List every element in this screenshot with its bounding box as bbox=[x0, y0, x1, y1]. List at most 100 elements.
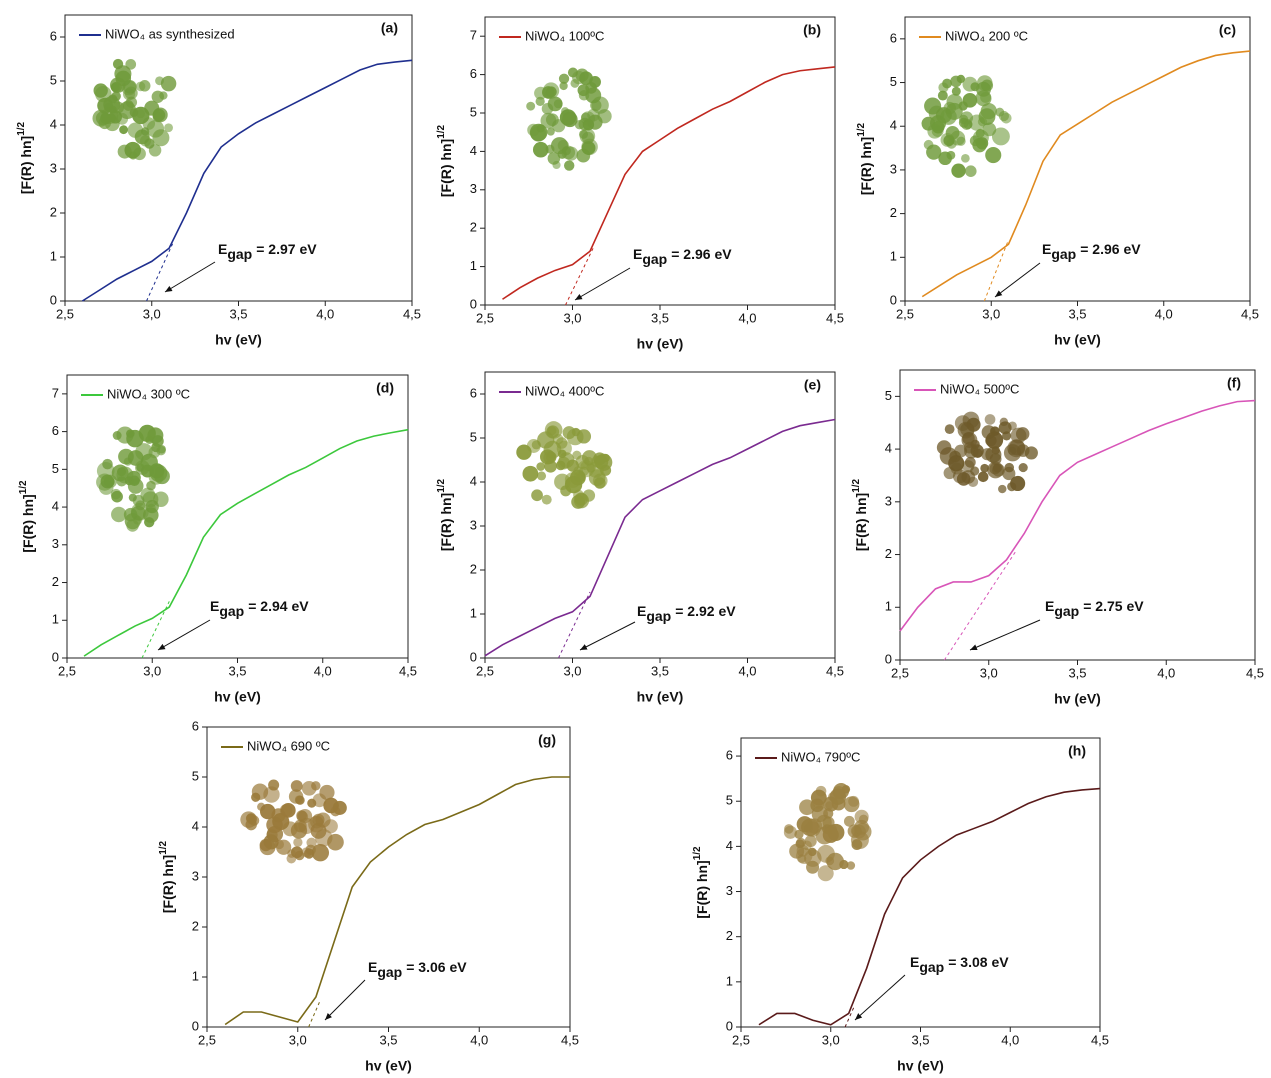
sample-photo-grain bbox=[301, 847, 312, 858]
x-tick-label: 3,5 bbox=[1068, 665, 1086, 680]
y-axis-label-main: [F(R) hn] bbox=[438, 139, 454, 197]
y-tick-label: 0 bbox=[726, 1018, 733, 1033]
y-tick-label: 5 bbox=[50, 72, 57, 87]
y-tick-label: 3 bbox=[890, 161, 897, 176]
sample-photo-grain bbox=[124, 513, 141, 530]
y-axis-label-exponent: 1/2 bbox=[856, 122, 867, 136]
sample-photo-grain bbox=[954, 444, 968, 458]
sample-photo-grain bbox=[1024, 446, 1038, 460]
sample-photo-grain bbox=[960, 111, 974, 125]
sample-photo-grain bbox=[543, 451, 557, 464]
sample-photo-grain bbox=[980, 102, 997, 120]
sample-photo-grain bbox=[995, 107, 1005, 117]
sample-photo-grain bbox=[552, 119, 566, 133]
band-gap-annotation: Egap = 3.06 eV bbox=[368, 959, 467, 980]
sample-photo-grain bbox=[937, 90, 948, 101]
sample-photo-grain bbox=[117, 144, 132, 159]
sample-photo-grain bbox=[987, 461, 1004, 479]
sample-photo-grain bbox=[111, 490, 123, 503]
panel-label: (e) bbox=[804, 377, 821, 393]
sample-photo-grain bbox=[311, 844, 330, 862]
y-axis-label-main: [F(R) hn] bbox=[858, 137, 874, 195]
x-tick-label: 4,5 bbox=[1091, 1032, 1109, 1047]
annotation-subscript: gap bbox=[219, 603, 244, 619]
sample-photo-grain bbox=[259, 838, 272, 852]
sample-photo-grain bbox=[536, 471, 547, 481]
x-tick-label: 4,0 bbox=[738, 663, 756, 678]
sample-photo-grain bbox=[961, 432, 978, 448]
panel: 2,5 3,0 3,5 4,0 4,5 0 1 2 3 4 5 6 hv (eV) [F(R) hn]1/… bbox=[16, 14, 421, 348]
annotation-text: = 2.96 eV bbox=[1080, 241, 1141, 257]
data-line bbox=[921, 50, 1251, 298]
y-tick-label: 5 bbox=[890, 74, 897, 89]
y-tick-label: 5 bbox=[470, 429, 477, 444]
y-tick-label: 6 bbox=[890, 30, 897, 45]
sample-photo-grain bbox=[817, 865, 834, 882]
sample-photo-grain bbox=[854, 809, 869, 824]
sample-photo-grain bbox=[804, 824, 813, 833]
sample-photo-grain bbox=[796, 837, 806, 848]
sample-photo-grain bbox=[942, 78, 952, 89]
sample-photo-grain bbox=[293, 819, 307, 833]
y-tick-label: 1 bbox=[890, 249, 897, 264]
y-axis-label-exponent: 1/2 bbox=[692, 846, 703, 860]
sample-photo-grain bbox=[266, 816, 283, 834]
y-tick-label: 5 bbox=[470, 104, 477, 119]
sample-photo-grain bbox=[101, 107, 119, 125]
annotation-symbol: E bbox=[633, 246, 642, 262]
y-tick-label: 3 bbox=[50, 160, 57, 175]
panel: 2,5 3,0 3,5 4,0 4,5 0 1 2 3 4 5 6 hv (eV) [F(R) hn]1/… bbox=[692, 737, 1109, 1074]
sample-photo-grain bbox=[546, 127, 555, 136]
x-tick-label: 3,5 bbox=[229, 306, 247, 321]
sample-photo-grain bbox=[552, 160, 561, 170]
sample-photo-grain bbox=[536, 462, 546, 471]
x-tick-label: 4,5 bbox=[826, 310, 844, 325]
annotation-arrow bbox=[969, 619, 1041, 651]
x-tick-label: 2,5 bbox=[732, 1032, 750, 1047]
x-tick-label: 3,0 bbox=[143, 663, 161, 678]
sample-photo-grain bbox=[558, 73, 570, 84]
sample-photo-grain bbox=[293, 837, 303, 847]
sample-photo-grain bbox=[141, 127, 150, 136]
x-axis-label: hv (eV) bbox=[897, 1058, 944, 1074]
y-tick-label: 2 bbox=[470, 220, 477, 235]
sample-photo-grain bbox=[577, 84, 590, 97]
sample-photo-grain bbox=[159, 91, 168, 100]
sample-photo-grain bbox=[128, 493, 137, 502]
y-tick-label: 5 bbox=[726, 793, 733, 808]
sample-photo-grain bbox=[923, 139, 934, 150]
y-axis-label-main: [F(R) hn] bbox=[694, 860, 710, 918]
data-line bbox=[81, 59, 413, 302]
annotation-subscript: gap bbox=[646, 608, 671, 624]
sample-photo-grain bbox=[977, 117, 988, 127]
sample-photo-grain bbox=[998, 484, 1007, 494]
y-tick-label: 4 bbox=[52, 499, 59, 514]
annotation-symbol: E bbox=[910, 954, 919, 970]
y-tick-label: 6 bbox=[470, 385, 477, 400]
x-tick-label: 2,5 bbox=[476, 663, 494, 678]
y-axis-label-exponent: 1/2 bbox=[851, 478, 862, 492]
annotation-arrow bbox=[579, 621, 636, 651]
y-tick-label: 0 bbox=[192, 1018, 199, 1033]
x-tick-label: 4,0 bbox=[314, 663, 332, 678]
y-tick-label: 7 bbox=[470, 28, 477, 43]
sample-photo-grain bbox=[950, 462, 963, 475]
sample-photo-grain bbox=[319, 784, 335, 801]
x-axis-label: hv (eV) bbox=[1054, 332, 1101, 348]
y-tick-label: 5 bbox=[885, 388, 892, 403]
sample-photo-grain bbox=[541, 494, 552, 505]
sample-photo-grain bbox=[991, 127, 1010, 146]
x-tick-label: 4,5 bbox=[1246, 665, 1264, 680]
y-tick-label: 1 bbox=[52, 612, 59, 627]
legend-label: NiWO₄ 400ºC bbox=[525, 383, 604, 398]
sample-photo-grain bbox=[144, 138, 155, 149]
sample-photo-grain bbox=[140, 453, 158, 472]
y-axis-label: [F(R) hn]1/2 bbox=[16, 121, 34, 194]
sample-photo-grain bbox=[112, 431, 122, 440]
y-tick-label: 2 bbox=[470, 561, 477, 576]
y-tick-label: 3 bbox=[470, 517, 477, 532]
panel-label: (f) bbox=[1227, 375, 1241, 391]
annotation-symbol: E bbox=[1045, 598, 1054, 614]
x-tick-label: 3,5 bbox=[911, 1032, 929, 1047]
sample-photo-grain bbox=[561, 107, 570, 116]
